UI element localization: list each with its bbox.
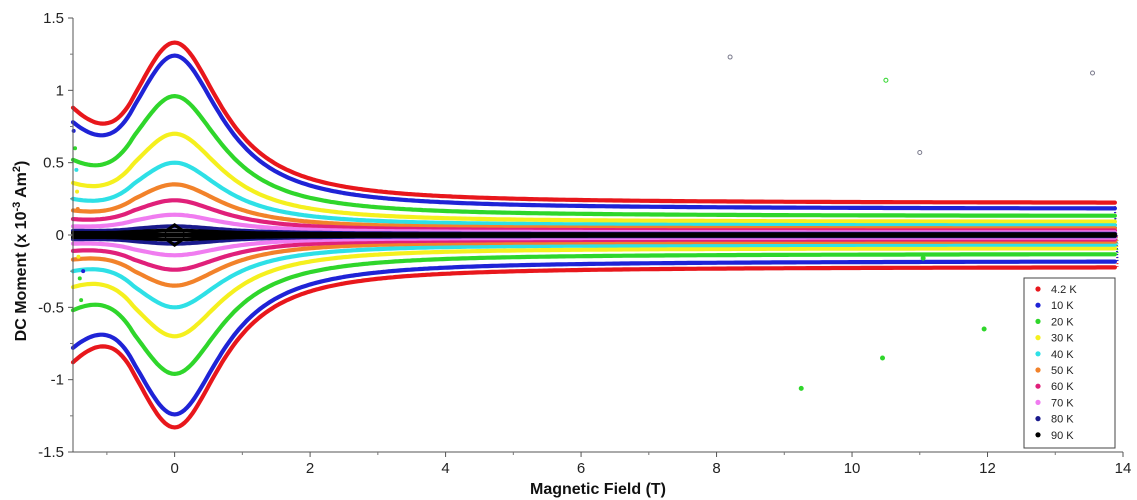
legend-marker (1035, 383, 1041, 389)
legend-label: 70 K (1051, 397, 1074, 409)
series-line (70, 259, 1117, 417)
outlier-point (798, 385, 804, 391)
legend-label: 30 K (1051, 333, 1074, 345)
x-tick-label: 10 (844, 460, 861, 477)
series-4-2-k (70, 40, 1119, 430)
series-line (70, 239, 1117, 288)
legend-marker (1035, 335, 1041, 341)
y-tick-label: 0 (56, 227, 64, 244)
tick-labels: 0 2 4 6 8 10 12 14 -1.5 -1 -0.5 0 0.5 1 1.5 (38, 10, 1131, 477)
outlier-point (883, 77, 889, 83)
x-tick-label: 12 (979, 460, 996, 477)
legend-label: 80 K (1051, 414, 1074, 426)
legend-marker (1035, 432, 1041, 438)
legend-marker (1035, 302, 1041, 308)
x-tick-label: 14 (1115, 460, 1132, 477)
x-tick-label: 0 (170, 460, 178, 477)
data-point (75, 189, 80, 194)
data-point (76, 254, 81, 259)
legend-marker (1035, 367, 1041, 373)
legend-label: 60 K (1051, 381, 1074, 393)
data-point (75, 206, 80, 211)
series-line (70, 131, 1117, 224)
center-trough-black (163, 236, 186, 247)
y-tick-label: 1 (56, 82, 64, 99)
outlier-point (727, 54, 733, 60)
data-point (71, 128, 76, 133)
outlier-point (920, 255, 926, 261)
legend-label: 4.2 K (1051, 284, 1077, 296)
data-point (77, 276, 82, 281)
series-line (70, 265, 1117, 430)
outlier-point (981, 326, 987, 332)
series-line (70, 160, 1117, 228)
legend-label: 10 K (1051, 300, 1074, 312)
series-line (70, 94, 1117, 218)
series-line (70, 246, 1117, 339)
axes (68, 17, 1124, 457)
x-tick-label: 4 (441, 460, 449, 477)
legend-label: 20 K (1051, 316, 1074, 328)
legend: 4.2 K 10 K 20 K 30 K 40 K 50 K 60 K 70 K 80 K 90 … (1023, 277, 1116, 449)
legend-marker (1035, 318, 1041, 324)
series-line (70, 252, 1117, 376)
y-tick-label: -1.5 (38, 444, 64, 461)
outlier-point (917, 150, 923, 156)
legend-label: 90 K (1051, 430, 1074, 442)
y-tick-label: 0.5 (43, 155, 64, 172)
data-point (73, 146, 78, 151)
series-line (70, 40, 1117, 205)
x-tick-label: 2 (306, 460, 314, 477)
y-tick-label: -0.5 (38, 299, 64, 316)
y-tick-label: -1 (51, 372, 64, 389)
series-10-k (70, 53, 1119, 417)
data-point (79, 298, 84, 303)
legend-label: 50 K (1051, 365, 1074, 377)
legend-marker (1035, 351, 1041, 357)
outlier-point (1090, 70, 1096, 76)
y-axis-title: DC Moment (x 10-3 Am2) (11, 161, 30, 342)
center-peak-black (163, 223, 186, 234)
data-point (74, 167, 79, 172)
legend-marker (1035, 416, 1041, 422)
outlier-point (880, 355, 886, 361)
x-axis-title: Magnetic Field (T) (530, 481, 666, 498)
y-tick-label: 1.5 (43, 10, 64, 27)
x-tick-label: 6 (577, 460, 585, 477)
legend-marker (1035, 399, 1041, 405)
legend-marker (1035, 286, 1041, 292)
series-line (70, 182, 1117, 231)
data-point (81, 269, 86, 274)
series-line (70, 242, 1117, 310)
x-tick-label: 8 (712, 460, 720, 477)
series-line (70, 53, 1117, 211)
legend-label: 40 K (1051, 349, 1074, 361)
plot-area-curves (70, 40, 1119, 430)
